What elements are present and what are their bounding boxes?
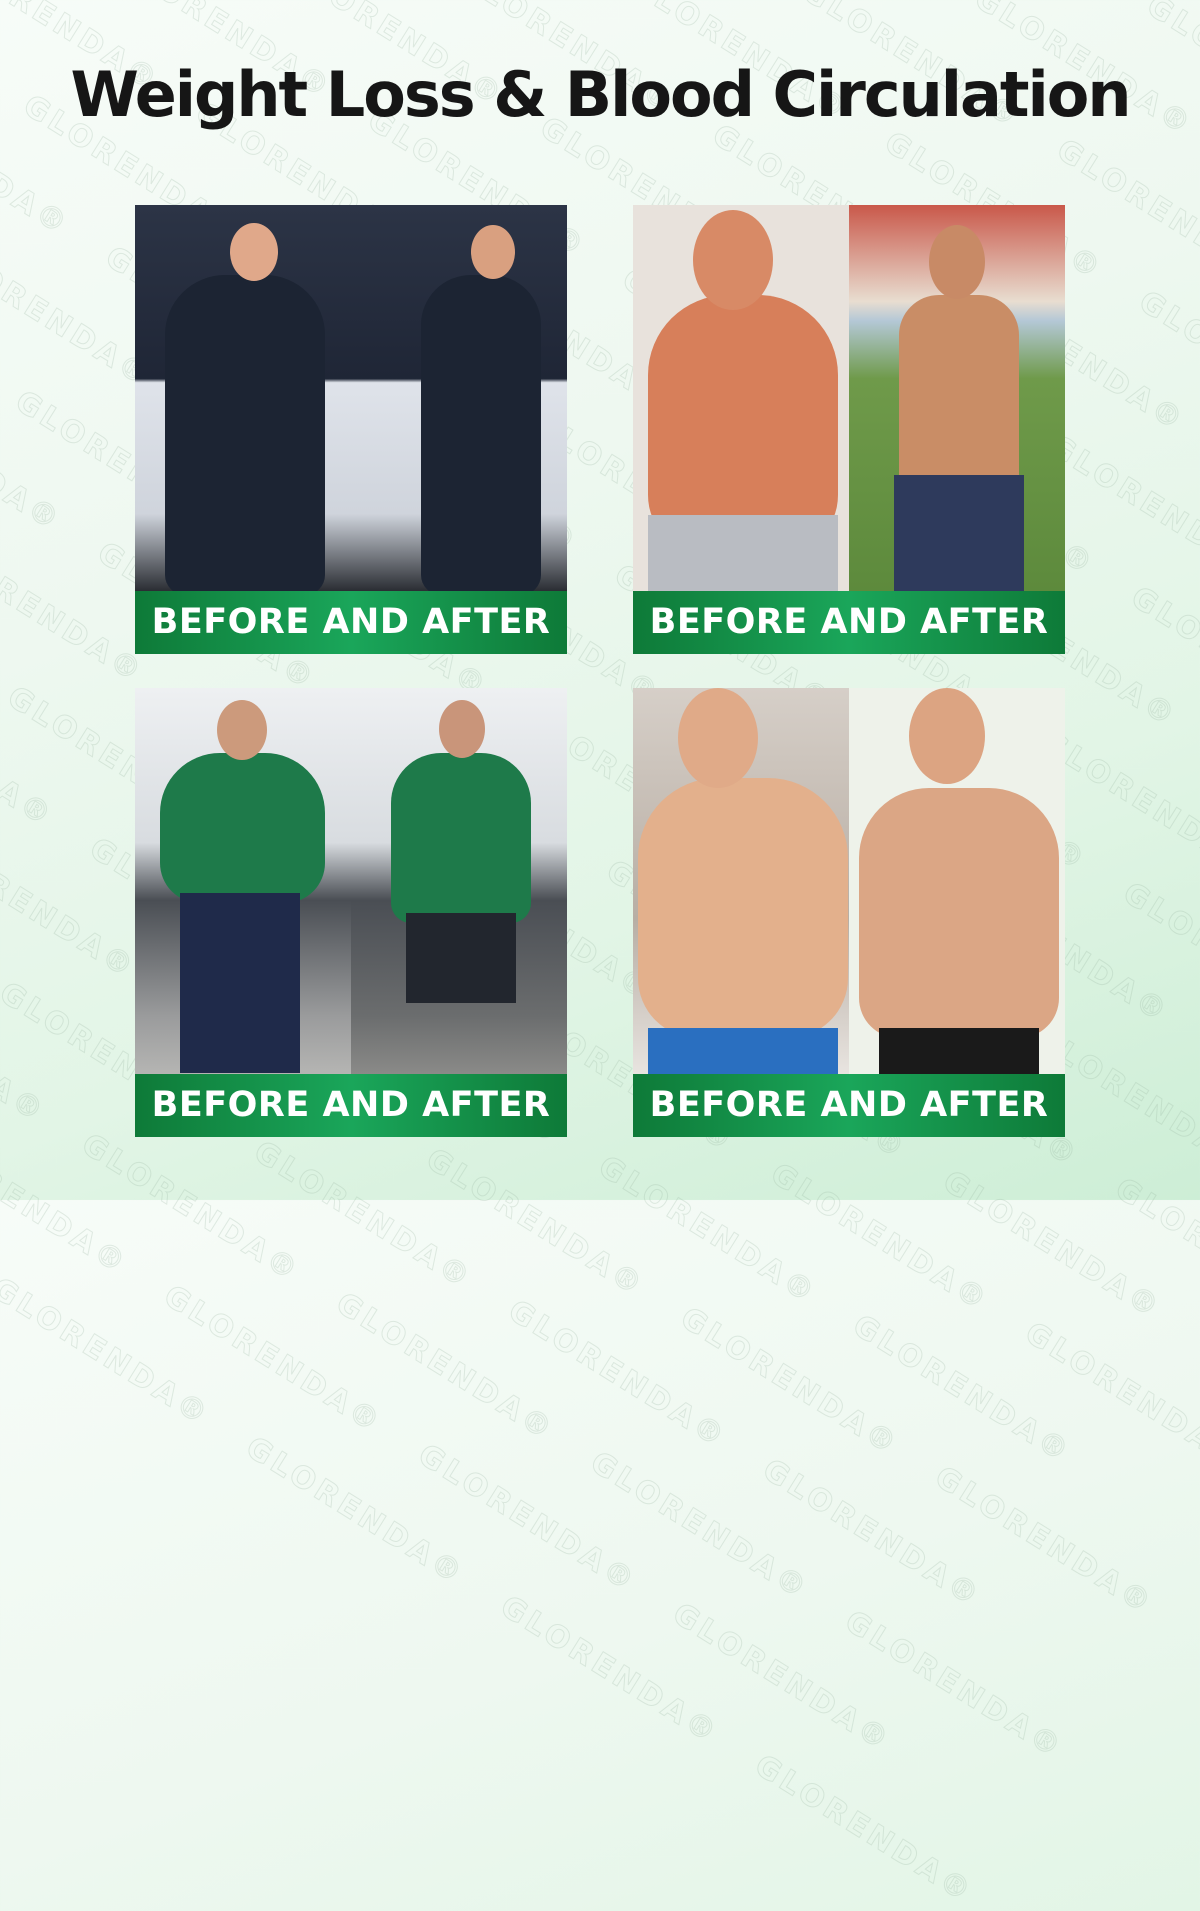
after-photo [351,205,567,591]
before-after-panel-1: BEFORE AND AFTER [135,205,567,654]
watermark-text: GLORENDA® [674,1300,906,1464]
watermark-text: GLORENDA® [157,1278,389,1442]
watermark-text: GLORENDA® [1050,132,1200,296]
before-after-label: BEFORE AND AFTER [135,1074,567,1137]
watermark-text: GLORENDA® [666,1596,898,1760]
watermark-text: GLORENDA® [936,1163,1169,1327]
watermark-text: GLORENDA® [756,1452,988,1616]
before-after-panel-2: BEFORE AND AFTER [633,205,1065,654]
watermark-text: GLORENDA® [592,1149,824,1313]
watermark-text: GLORENDA® [1124,579,1200,743]
watermark-text: GLORENDA® [838,1603,1071,1767]
before-after-panel-4: BEFORE AND AFTER [633,688,1065,1137]
before-photo [633,688,849,1074]
watermark-text: GLORENDA® [0,823,143,987]
watermark-text: GLORENDA® [239,1430,472,1594]
watermark-text: GLORENDA® [329,1285,562,1449]
watermark-text: GLORENDA® [411,1437,644,1601]
watermark-text: GLORENDA® [0,1119,135,1283]
watermark-text: GLORENDA® [419,1141,652,1305]
watermark-text: GLORENDA® [1018,1315,1200,1479]
watermark-text: GLORENDA® [247,1134,480,1298]
after-photo [849,205,1065,591]
watermark-text: GLORENDA® [928,1459,1161,1623]
before-photo [633,205,849,591]
before-after-panel-3: BEFORE AND AFTER [135,688,567,1137]
watermark-text: GLORENDA® [0,672,61,836]
watermark-text: GLORENDA® [0,527,151,691]
watermark-text: GLORENDA® [75,1126,307,1290]
before-after-label: BEFORE AND AFTER [633,591,1065,654]
watermark-text: GLORENDA® [748,1747,980,1911]
watermark-text: GLORENDA® [764,1156,996,1320]
after-photo [849,688,1065,1074]
before-photo [135,205,351,591]
watermark-text: GLORENDA® [502,1293,734,1457]
watermark-text: GLORENDA® [1108,1171,1200,1335]
watermark-text: GLORENDA® [1116,875,1200,1039]
watermark-text: GLORENDA® [0,1271,217,1435]
watermark-text: GLORENDA® [0,967,53,1131]
before-after-label: BEFORE AND AFTER [135,591,567,654]
after-photo [351,688,567,1074]
watermark-text: GLORENDA® [0,376,69,540]
before-photo [135,688,351,1074]
watermark-text: GLORENDA® [494,1588,726,1752]
page-title: Weight Loss & Blood Circulation [70,58,1132,131]
watermark-text: GLORENDA® [1132,284,1200,448]
watermark-text: GLORENDA® [584,1444,816,1608]
watermark-text: GLORENDA® [1042,428,1200,592]
watermark-text: GLORENDA® [846,1308,1078,1472]
before-after-label: BEFORE AND AFTER [633,1074,1065,1137]
